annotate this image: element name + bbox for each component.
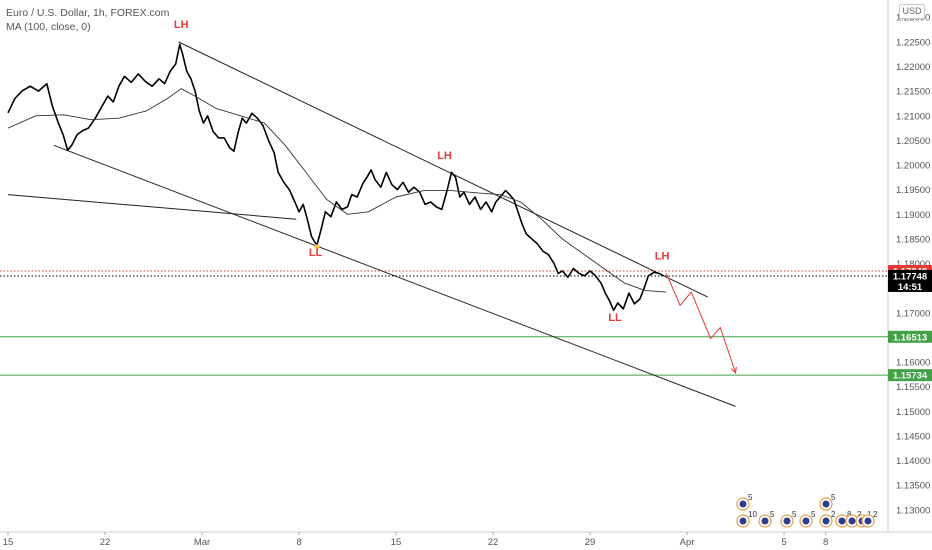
- y-tick-label: 1.18500: [896, 234, 930, 245]
- x-tick-label: Apr: [680, 537, 695, 548]
- low-marker-dot: [314, 244, 320, 250]
- economic-event-marker[interactable]: 5: [799, 510, 816, 528]
- event-count: 5: [811, 510, 816, 519]
- price-series-line[interactable]: [7, 43, 664, 312]
- lower-low-label: LL: [608, 312, 622, 324]
- forecast-arrow[interactable]: [665, 273, 737, 374]
- y-tick-label: 1.14000: [896, 456, 930, 467]
- y-tick-label: 1.20500: [896, 136, 930, 147]
- currency-button[interactable]: USD: [899, 4, 925, 19]
- event-count: 1: [867, 510, 872, 519]
- annotation-layer: LH LL LH LL LH: [174, 19, 670, 324]
- y-tick-label: 1.21500: [896, 87, 930, 98]
- y-tick-label: 1.17000: [896, 308, 930, 319]
- y-tick-label: 1.19000: [896, 210, 930, 221]
- y-tick-label: 1.18000: [896, 259, 930, 270]
- forecast-arrowhead: [731, 366, 737, 374]
- x-tick-label: 15: [3, 537, 14, 548]
- countdown-label: 14:51: [898, 282, 923, 293]
- series-layer: [7, 43, 667, 312]
- y-tick-label: 1.15000: [896, 407, 930, 418]
- x-tick-label: Mar: [194, 537, 210, 548]
- support-1-price-label: 1.16513: [893, 332, 927, 343]
- event-count: 2: [873, 510, 878, 519]
- lower-high-label: LH: [174, 19, 189, 31]
- chart-legend: Euro / U.S. Dollar, 1h, FOREX.com MA (10…: [6, 6, 169, 34]
- y-tick-label: 1.14500: [896, 431, 930, 442]
- x-tick-label: 8: [296, 537, 301, 548]
- event-count: 5: [770, 510, 775, 519]
- old-support-trendline[interactable]: [7, 194, 297, 220]
- support-2-price-tag[interactable]: [888, 369, 932, 382]
- x-tick-label: 29: [585, 537, 596, 548]
- y-tick-label: 1.16000: [896, 358, 930, 369]
- y-tick-label: 1.22500: [896, 37, 930, 48]
- current-price-label: 1.17748: [893, 271, 927, 282]
- economic-event-marker[interactable]: 2: [819, 510, 836, 528]
- event-count: 2: [831, 510, 836, 519]
- y-tick-label: 1.15500: [896, 382, 930, 393]
- event-count: 2: [857, 510, 862, 519]
- economic-event-marker[interactable]: 10: [736, 510, 757, 528]
- axes: [0, 0, 932, 533]
- economic-event-marker[interactable]: 5: [819, 493, 836, 511]
- support-1-price-tag[interactable]: [888, 330, 932, 343]
- x-tick-label: 5: [781, 537, 786, 548]
- lower-low-label: LL: [309, 247, 323, 259]
- economic-event-marker[interactable]: 5: [758, 510, 775, 528]
- event-markers[interactable]: 510 5 5 552 8 2 1 2: [736, 493, 878, 528]
- event-count: 5: [748, 493, 753, 502]
- event-count: 8: [847, 510, 852, 519]
- y-tick-label: 1.13500: [896, 481, 930, 492]
- x-tick-label: 15: [391, 537, 402, 548]
- y-tick-label: 1.19500: [896, 185, 930, 196]
- x-axis[interactable]: 15 22 Mar 8 15 22 29 Apr 5 8: [3, 532, 829, 548]
- current-price-tag[interactable]: [888, 269, 932, 292]
- y-tick-label: 1.21000: [896, 111, 930, 122]
- economic-event-marker[interactable]: 5: [736, 493, 753, 511]
- event-count: 10: [748, 510, 757, 519]
- upper-channel-trendline[interactable]: [178, 41, 709, 298]
- y-tick-label: 1.22000: [896, 62, 930, 73]
- economic-event-marker[interactable]: 5: [780, 510, 797, 528]
- y-tick-label: 1.20000: [896, 161, 930, 172]
- event-count: 5: [831, 493, 836, 502]
- event-count: 5: [792, 510, 797, 519]
- economic-event-marker[interactable]: 2: [861, 510, 878, 528]
- x-tick-label: 8: [823, 537, 828, 548]
- economic-event-marker[interactable]: 2: [845, 510, 862, 528]
- x-tick-label: 22: [100, 537, 111, 548]
- indicator-label[interactable]: MA (100, close, 0): [6, 21, 91, 33]
- lower-high-label: LH: [655, 251, 670, 263]
- drawing-layer: [0, 41, 888, 407]
- y-tick-label: 1.13000: [896, 505, 930, 516]
- symbol-title[interactable]: Euro / U.S. Dollar, 1h, FOREX.com: [6, 7, 170, 19]
- lower-channel-trendline[interactable]: [53, 144, 736, 407]
- lower-high-label: LH: [437, 150, 452, 162]
- support-2-price-label: 1.15734: [893, 371, 928, 382]
- x-tick-label: 22: [488, 537, 499, 548]
- moving-average-line[interactable]: [7, 88, 667, 293]
- y-axis[interactable]: 1.230001.225001.220001.215001.210001.205…: [888, 13, 932, 517]
